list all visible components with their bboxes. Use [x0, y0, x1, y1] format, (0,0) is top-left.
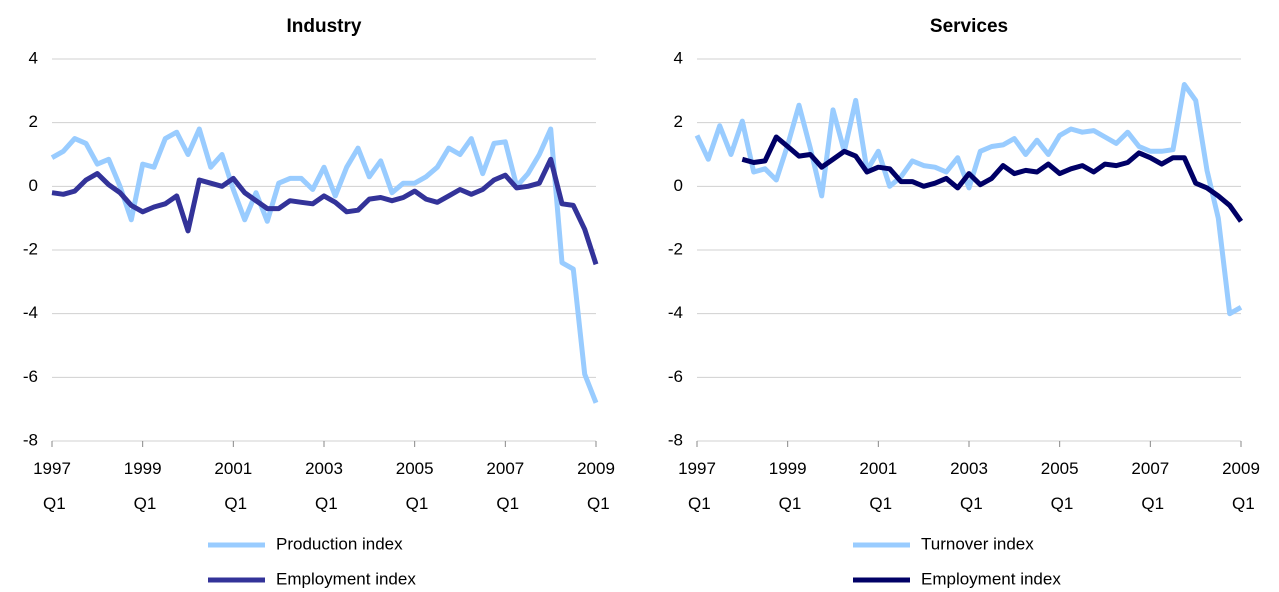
legend-label: Employment index [921, 569, 1061, 588]
y-tick-label: 2 [674, 112, 683, 131]
y-tick-label: -6 [668, 367, 683, 386]
x-tick-label: 2005 Q1 [1041, 459, 1079, 513]
x-tick-label: 2003 Q1 [305, 459, 343, 513]
legend-label: Turnover index [921, 534, 1034, 553]
x-tick-label: 2007 Q1 [1131, 459, 1169, 513]
y-tick-label: 0 [674, 176, 683, 195]
x-tick-label: 2007 Q1 [486, 459, 524, 513]
x-tick-label: 1997 Q1 [678, 459, 716, 513]
x-tick-label: 2005 Q1 [396, 459, 434, 513]
x-tick-label: 2003 Q1 [950, 459, 988, 513]
series-line [50, 126, 599, 404]
chart-title: Services [930, 16, 1008, 37]
x-tick-label: 2009 Q1 [1222, 459, 1260, 513]
y-tick-label: 2 [29, 112, 38, 131]
y-tick-label: -8 [668, 430, 683, 449]
legend-label: Production index [276, 534, 403, 553]
x-tick-label: 2001 Q1 [214, 459, 252, 513]
x-tick-label: 1999 Q1 [769, 459, 807, 513]
series-line [694, 82, 1243, 317]
y-tick-label: -6 [23, 367, 38, 386]
x-tick-label: 1999 Q1 [124, 459, 162, 513]
x-tick-label: 2009 Q1 [577, 459, 615, 513]
chart-title: Industry [287, 16, 362, 37]
series-line [51, 156, 599, 266]
y-tick-label: -2 [23, 239, 38, 258]
y-tick-label: -8 [23, 430, 38, 449]
y-tick-label: 0 [29, 176, 38, 195]
y-tick-label: 4 [674, 48, 683, 67]
legend-label: Employment index [276, 569, 416, 588]
x-tick-label: 1997 Q1 [33, 459, 71, 513]
y-tick-label: -4 [23, 303, 38, 322]
y-tick-label: -4 [668, 303, 683, 322]
y-tick-label: 4 [29, 48, 38, 67]
x-tick-label: 2001 Q1 [859, 459, 897, 513]
series-line [741, 134, 1244, 223]
y-tick-label: -2 [668, 239, 683, 258]
